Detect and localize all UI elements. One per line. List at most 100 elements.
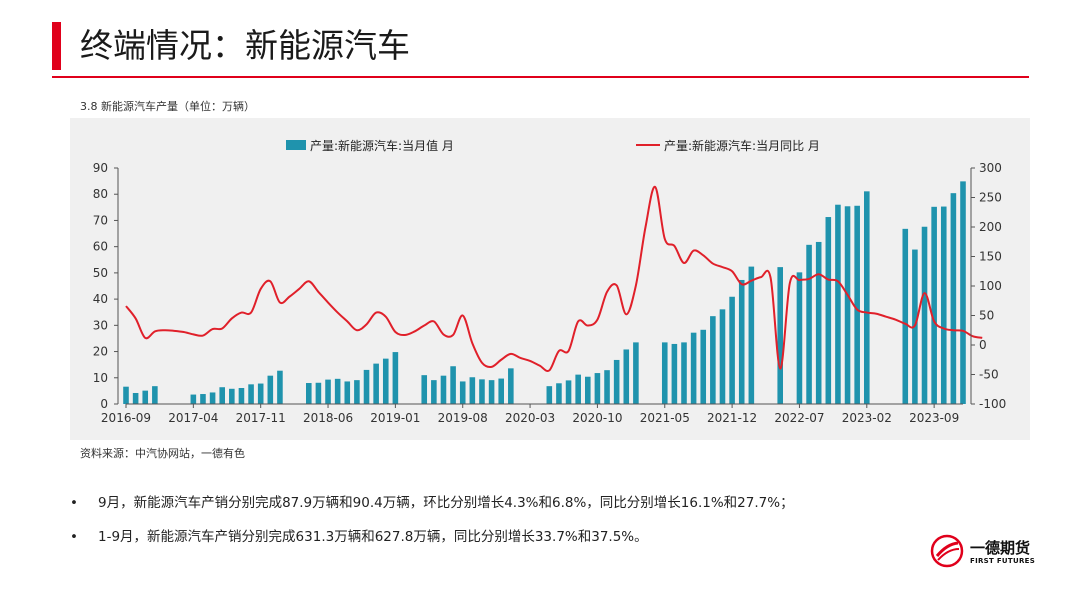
bar-monthly-output (152, 386, 158, 404)
bar-monthly-output (777, 267, 783, 404)
bar-monthly-output (306, 383, 312, 404)
x-tick-label: 2022-07 (774, 411, 824, 425)
bar-monthly-output (729, 296, 735, 404)
x-tick-label: 2020-10 (572, 411, 622, 425)
x-tick-label: 2016-09 (101, 411, 151, 425)
logo-text-en: FIRST FUTURES (970, 557, 1036, 565)
bar-monthly-output (479, 379, 485, 404)
y-left-tick-label: 90 (93, 161, 108, 175)
bar-monthly-output (815, 241, 822, 404)
bar-monthly-output (267, 375, 274, 404)
bar-monthly-output (373, 363, 379, 404)
y-right-tick-label: 300 (979, 161, 1002, 175)
bar-monthly-output (277, 370, 283, 404)
bar-monthly-output (325, 379, 331, 404)
bar-monthly-output (190, 394, 197, 404)
bar-monthly-output (921, 226, 928, 404)
x-tick-label: 2019-01 (370, 411, 420, 425)
bar-monthly-output (354, 380, 360, 404)
bullet-dot-icon: • (70, 529, 78, 545)
bar-monthly-output (334, 378, 341, 404)
bar-monthly-output (835, 204, 841, 404)
bar-monthly-output (382, 358, 389, 404)
bar-monthly-output (738, 279, 745, 404)
x-tick-label: 2019-08 (438, 411, 488, 425)
bar-monthly-output (200, 394, 206, 404)
bar-monthly-output (257, 383, 264, 404)
bar-monthly-output (594, 373, 601, 404)
bar-monthly-output (123, 386, 129, 404)
bar-monthly-output (248, 384, 254, 404)
y-right-tick-label: -50 (979, 368, 999, 382)
bar-monthly-output (864, 191, 870, 404)
bullet-item: • 9月，新能源汽车产销分别完成87.9万辆和90.4万辆，环比分别增长4.3%… (70, 493, 970, 527)
bar-monthly-output (854, 205, 860, 404)
legend-bar-label: 产量:新能源汽车:当月值 月 (310, 138, 454, 153)
y-right-tick-label: 50 (979, 309, 994, 323)
bar-monthly-output (392, 352, 399, 404)
x-tick-label: 2017-04 (168, 411, 218, 425)
bar-monthly-output (488, 380, 495, 404)
y-right-tick-label: 250 (979, 191, 1002, 205)
bar-monthly-output (344, 381, 351, 404)
bar-monthly-output (363, 369, 370, 404)
bar-monthly-output (132, 392, 139, 404)
y-left-tick-label: 30 (93, 318, 108, 332)
y-left-tick-label: 40 (93, 292, 108, 306)
x-tick-label: 2023-09 (909, 411, 959, 425)
legend-line-label: 产量:新能源汽车:当月同比 月 (664, 138, 820, 153)
bar-monthly-output (710, 316, 716, 404)
bar-monthly-output (661, 342, 668, 404)
y-right-tick-label: -100 (979, 397, 1006, 411)
bar-monthly-output (209, 392, 216, 404)
y-left-tick-label: 80 (93, 187, 108, 201)
bar-monthly-output (604, 370, 610, 404)
bar-monthly-output (498, 378, 504, 404)
bar-monthly-output (508, 368, 514, 404)
title-underline (52, 76, 1029, 78)
bar-monthly-output (690, 332, 697, 404)
bullet-text: 1-9月，新能源汽车产销分别完成631.3万辆和627.8万辆，同比分别增长33… (98, 529, 648, 545)
bar-monthly-output (960, 181, 966, 404)
bar-monthly-output (142, 390, 149, 404)
bar-monthly-output (459, 381, 466, 404)
x-tick-label: 2021-05 (640, 411, 690, 425)
bar-monthly-output (440, 375, 447, 404)
bar-monthly-output (219, 387, 225, 404)
production-chart: 0 10 20 30 40 50 60 70 80 90 -100 -50 0 50 100 150 200 25… (70, 118, 1030, 440)
bar-monthly-output (796, 272, 803, 404)
page-title: 终端情况：新能源汽车 (80, 26, 410, 65)
bar-monthly-output (700, 329, 707, 404)
bar-monthly-output (546, 386, 553, 404)
bar-monthly-output (575, 374, 581, 404)
bullet-item: • 1-9月，新能源汽车产销分别完成631.3万辆和627.8万辆，同比分别增长… (70, 527, 970, 561)
chart-caption: 3.8 新能源汽车产量（单位：万辆） (80, 100, 255, 113)
bar-monthly-output (315, 382, 322, 404)
bar-monthly-output (421, 375, 428, 404)
y-left-tick-label: 0 (100, 397, 108, 411)
bar-monthly-output (825, 217, 832, 404)
bar-monthly-output (229, 388, 235, 404)
line-yoy-growth (125, 185, 983, 372)
x-tick-label: 2018-06 (303, 411, 353, 425)
bar-monthly-output (450, 366, 456, 404)
bar-monthly-output (431, 380, 437, 404)
y-left-tick-label: 20 (93, 345, 108, 359)
logo-text-cn: 一德期货 (970, 539, 1031, 557)
x-tick-label: 2020-03 (505, 411, 555, 425)
bar-monthly-output (671, 343, 678, 404)
bar-monthly-output (238, 388, 245, 404)
bar-monthly-output (469, 377, 476, 404)
bar-monthly-output (613, 359, 620, 404)
bar-monthly-output (719, 309, 726, 404)
source-note: 资料来源：中汽协网站，一德有色 (80, 447, 245, 460)
bar-monthly-output (950, 193, 957, 404)
bar-monthly-output (681, 342, 687, 404)
bar-monthly-output (748, 266, 755, 404)
y-right-tick-label: 150 (979, 250, 1002, 264)
y-right-tick-label: 200 (979, 220, 1002, 234)
bullet-dot-icon: • (70, 495, 78, 511)
bar-monthly-output (806, 244, 812, 404)
x-tick-label: 2017-11 (236, 411, 286, 425)
summary-bullets: • 9月，新能源汽车产销分别完成87.9万辆和90.4万辆，环比分别增长4.3%… (70, 493, 970, 561)
